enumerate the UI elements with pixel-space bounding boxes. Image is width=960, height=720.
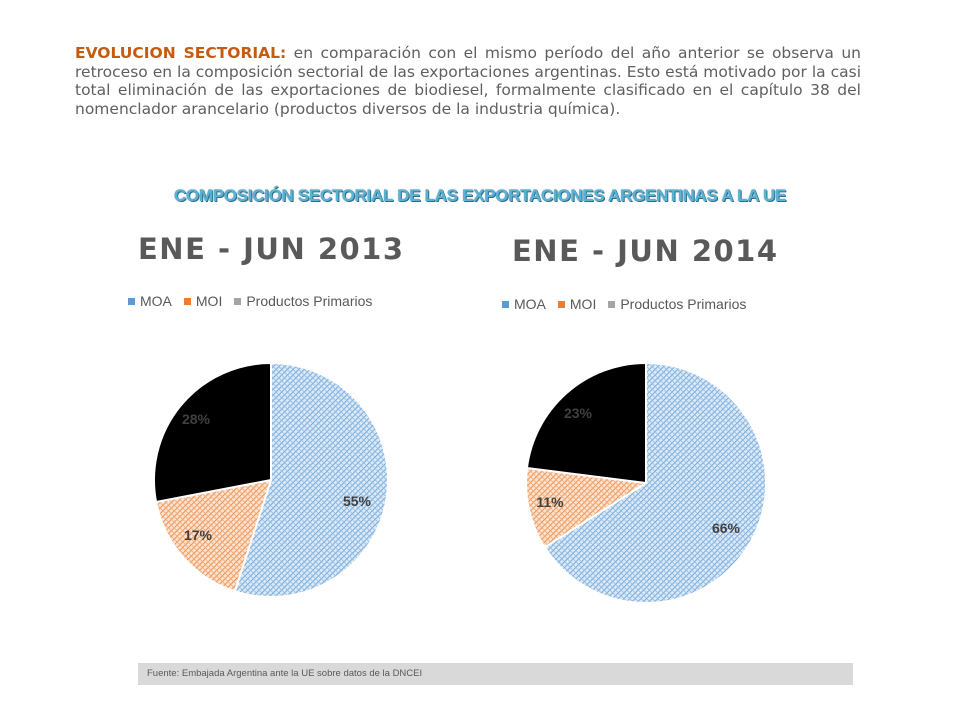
pie-slice-primarios: [153, 361, 272, 504]
chart-title-2013: ENE - JUN 2013: [138, 232, 405, 266]
legend-item-moa: MOA: [502, 296, 546, 312]
pie-slice-moa: [543, 361, 767, 604]
legend-label-moi: MOI: [195, 293, 223, 309]
legend-swatch-primarios: [608, 300, 616, 308]
legend-item-primarios: Productos Primarios: [234, 293, 372, 309]
legend-swatch-moa: [502, 300, 509, 308]
chart-title-2014: ENE - JUN 2014: [512, 234, 779, 268]
intro-lead: EVOLUCION SECTORIAL:: [75, 44, 287, 62]
legend-label-moa: MOA: [140, 293, 172, 309]
legend-2014: MOA MOI Productos Primarios: [502, 296, 758, 312]
source-note: Fuente: Embajada Argentina ante la UE so…: [138, 663, 853, 685]
legend-item-moi: MOI: [183, 293, 223, 309]
legend-item-moi: MOI: [557, 296, 597, 312]
pie-2014: 66% 11% 23%: [525, 361, 767, 604]
data-label-primarios: 23%: [564, 405, 593, 421]
legend-swatch-moa: [128, 297, 135, 305]
pie-slice-moi: [525, 466, 649, 549]
intro-text: en comparación con el mismo período del …: [75, 44, 861, 118]
legend-label-moi: MOI: [569, 296, 597, 312]
legend-label-primarios: Productos Primarios: [246, 293, 373, 309]
pie-slice-moi: [154, 478, 273, 593]
legend-label-moa: MOA: [514, 296, 546, 312]
legend-swatch-primarios: [234, 297, 242, 305]
data-label-moa: 66%: [712, 520, 741, 536]
legend-item-moa: MOA: [128, 293, 172, 309]
pie-slice-primarios: [525, 361, 647, 485]
data-label-moi: 17%: [184, 527, 213, 543]
legend-label-primarios: Productos Primarios: [620, 296, 747, 312]
legend-item-primarios: Productos Primarios: [608, 296, 746, 312]
main-title: COMPOSICIÓN SECTORIAL DE LAS EXPORTACION…: [173, 186, 786, 205]
data-label-primarios: 28%: [182, 411, 211, 427]
legend-swatch-moi: [183, 297, 191, 305]
pie-slice-moa: [233, 361, 389, 598]
data-label-moi: 11%: [536, 494, 564, 510]
data-label-moa: 55%: [343, 493, 372, 509]
legend-2013: MOA MOI Productos Primarios: [128, 293, 384, 309]
legend-swatch-moi: [557, 300, 565, 308]
pie-2013: 55% 17% 28%: [153, 361, 389, 598]
intro-paragraph: EVOLUCION SECTORIAL: en comparación con …: [75, 44, 861, 118]
